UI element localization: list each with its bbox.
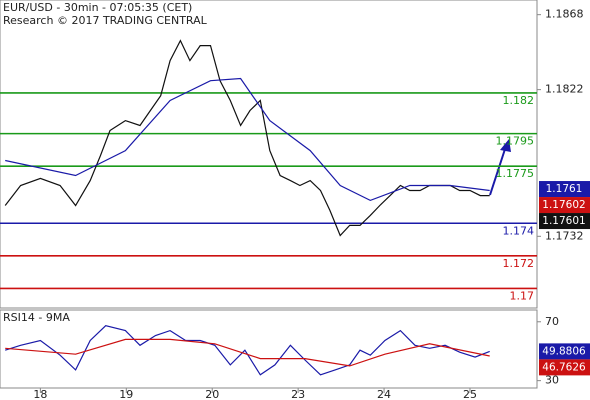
level-label: 1.172 <box>503 257 535 270</box>
price-tag-label: 1.17602 <box>542 199 585 211</box>
price-tag-label: 1.1761 <box>546 183 583 195</box>
series-line <box>5 325 490 376</box>
arrow-head <box>500 139 511 152</box>
arrow <box>489 145 507 196</box>
rsi-title: RSI14 - 9MA <box>3 311 70 324</box>
y-tick-label: 1.1868 <box>545 8 584 21</box>
series-line <box>5 338 490 367</box>
y-tick-label: 30 <box>545 374 559 387</box>
price-tag-label: 46.7626 <box>542 361 586 373</box>
price-tag <box>539 181 590 198</box>
price-tag <box>539 197 590 214</box>
x-tick-label: 18 <box>33 388 47 400</box>
price-tag <box>539 343 590 360</box>
level-label: 1.17 <box>510 289 535 302</box>
x-tick-label: 19 <box>119 388 133 400</box>
y-tick-label: 1.1732 <box>545 229 584 242</box>
series-line <box>4 39 490 237</box>
series-line <box>5 77 490 202</box>
price-tag-label: 1.17601 <box>542 215 585 227</box>
x-tick-label: 23 <box>291 388 305 400</box>
chart-title: EUR/USD - 30min - 07:05:35 (CET) <box>3 1 192 14</box>
x-tick-label: 25 <box>463 388 477 400</box>
price-tag <box>539 359 590 376</box>
price-tag-label: 49.8806 <box>542 345 586 357</box>
level-label: 1.182 <box>503 94 535 107</box>
level-label: 1.1775 <box>496 167 535 180</box>
price-tag <box>539 213 590 230</box>
level-label: 1.174 <box>503 224 535 237</box>
chart-subtitle: Research © 2017 TRADING CENTRAL <box>3 14 208 27</box>
y-tick-label: 1.1822 <box>545 83 584 96</box>
y-tick-label: 70 <box>545 315 559 328</box>
x-tick-label: 20 <box>205 388 219 400</box>
level-label: 1.1795 <box>496 135 535 148</box>
price-frame <box>0 0 538 309</box>
x-tick-label: 24 <box>377 388 391 400</box>
